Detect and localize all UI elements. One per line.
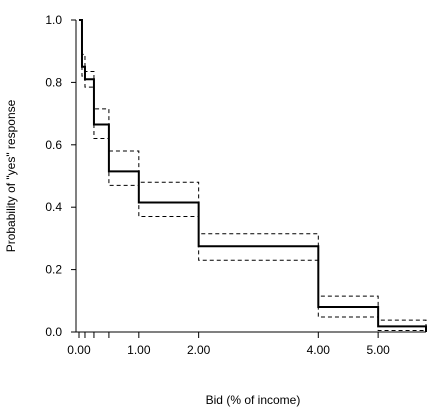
x-tick-label-6: 4.00 [307,343,331,357]
y-tick-label-3: 0.6 [45,138,62,152]
x-tick-label-4: 1.00 [127,343,151,357]
series-group [78,19,427,332]
estimate-step-line [78,19,427,332]
confidence-bound-line-1 [78,19,427,329]
x-ticks: 0.00 1.00 2.00 4.00 5.00 [67,332,390,357]
x-tick-label-7: 5.00 [366,343,390,357]
x-tick-label-0: 0.00 [67,343,91,357]
axes [75,20,426,333]
y-tick-label-4: 0.8 [45,75,62,89]
y-axis-title: Probability of "yes" response [4,99,18,252]
confidence-bound-line-2 [78,19,427,332]
y-ticks: 0.0 0.2 0.4 0.6 0.8 1.0 [45,13,76,339]
y-tick-label-1: 0.2 [45,263,62,277]
y-tick-label-5: 1.0 [45,13,62,27]
x-tick-label-5: 2.00 [187,343,211,357]
x-axis-title: Bid (% of income) [206,393,301,407]
y-tick-label-2: 0.4 [45,200,62,214]
y-tick-label-0: 0.0 [45,325,62,339]
